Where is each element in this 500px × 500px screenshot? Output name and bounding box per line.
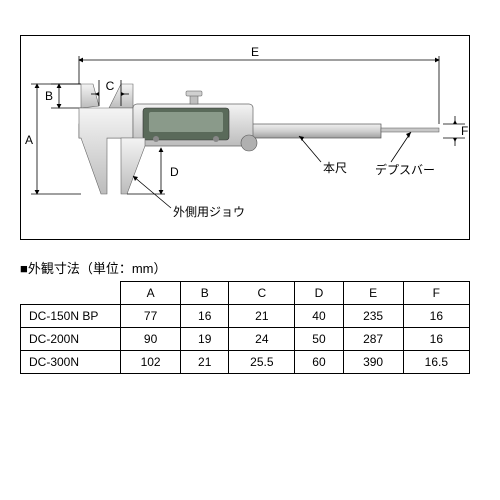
dim-label-c: C	[106, 79, 115, 93]
cell: 24	[229, 328, 295, 351]
cell: 25.5	[229, 351, 295, 374]
dim-label-e: E	[251, 45, 259, 59]
caliper-diagram: E B A C	[21, 36, 469, 239]
cell: 235	[343, 305, 403, 328]
cell: 50	[295, 328, 343, 351]
cell: 287	[343, 328, 403, 351]
model-cell: DC-150N BP	[21, 305, 121, 328]
header-blank	[21, 282, 121, 305]
col-f: F	[403, 282, 469, 305]
spec-table: A B C D E F DC-150N BP 77 16 21 40 235 1…	[20, 281, 470, 374]
cell: 60	[295, 351, 343, 374]
col-e: E	[343, 282, 403, 305]
cell: 16.5	[403, 351, 469, 374]
dim-label-a: A	[25, 133, 33, 147]
table-row: DC-150N BP 77 16 21 40 235 16	[21, 305, 470, 328]
dim-label-b: B	[45, 89, 53, 103]
label-outer-jaw: 外側用ジョウ	[173, 205, 245, 219]
cell: 90	[121, 328, 181, 351]
cell: 16	[403, 328, 469, 351]
table-header-row: A B C D E F	[21, 282, 470, 305]
label-depth-bar: デプスバー	[375, 162, 435, 177]
cell: 16	[181, 305, 229, 328]
model-cell: DC-200N	[21, 328, 121, 351]
cell: 77	[121, 305, 181, 328]
model-cell: DC-300N	[21, 351, 121, 374]
dim-label-f: F	[461, 124, 468, 138]
dim-label-d: D	[170, 165, 179, 179]
table-row: DC-200N 90 19 24 50 287 16	[21, 328, 470, 351]
col-b: B	[181, 282, 229, 305]
cell: 16	[403, 305, 469, 328]
cell: 21	[181, 351, 229, 374]
cell: 40	[295, 305, 343, 328]
cell: 390	[343, 351, 403, 374]
label-main-scale: 本尺	[323, 161, 347, 175]
cell: 21	[229, 305, 295, 328]
col-a: A	[121, 282, 181, 305]
cell: 102	[121, 351, 181, 374]
col-d: D	[295, 282, 343, 305]
diagram-frame: E B A C	[20, 35, 470, 240]
table-caption: ■外観寸法（単位：mm）	[20, 258, 480, 277]
col-c: C	[229, 282, 295, 305]
table-row: DC-300N 102 21 25.5 60 390 16.5	[21, 351, 470, 374]
cell: 19	[181, 328, 229, 351]
